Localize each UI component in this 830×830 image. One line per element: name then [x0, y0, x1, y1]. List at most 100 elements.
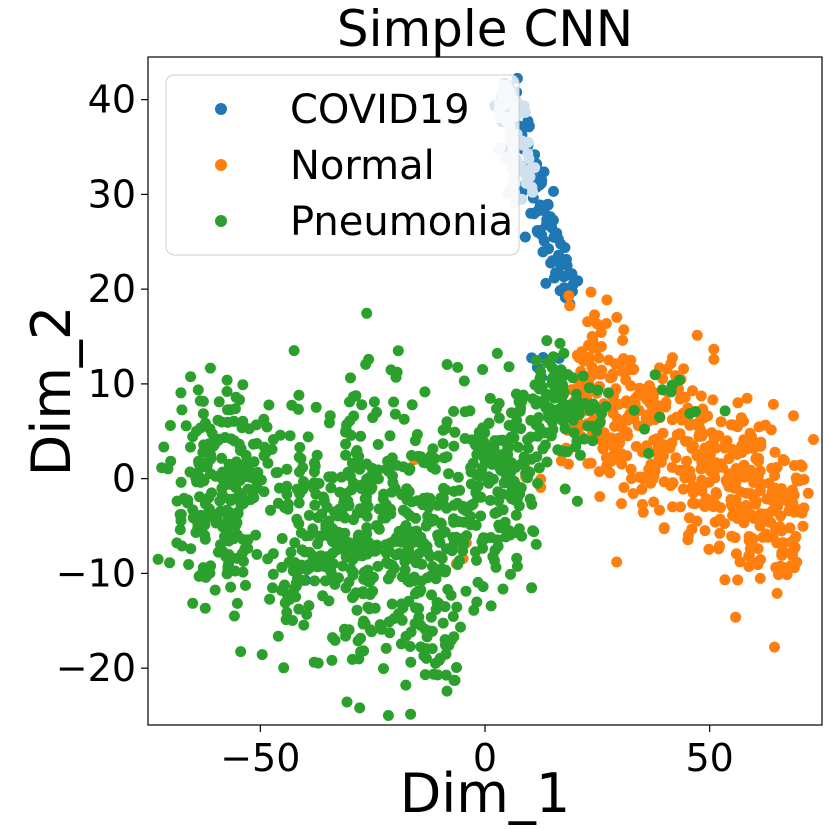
series-pneumonia — [152, 307, 731, 721]
data-point — [283, 556, 295, 568]
data-point — [594, 491, 606, 503]
data-point — [191, 476, 203, 488]
data-point — [216, 452, 228, 464]
data-point — [717, 461, 728, 473]
data-point — [425, 611, 437, 623]
data-point — [732, 397, 744, 409]
data-point — [658, 476, 670, 488]
data-point — [776, 483, 787, 495]
data-point — [333, 505, 345, 517]
data-point — [426, 570, 437, 582]
data-point — [369, 545, 381, 557]
data-point — [597, 442, 609, 454]
data-point — [477, 422, 489, 434]
data-point — [557, 398, 569, 409]
data-point — [165, 455, 177, 467]
data-point — [465, 500, 477, 511]
data-point — [427, 561, 438, 572]
data-point — [534, 224, 546, 236]
data-point — [206, 428, 218, 439]
data-point — [453, 555, 465, 566]
data-point — [258, 486, 270, 498]
data-point — [467, 457, 479, 469]
data-point — [448, 499, 460, 511]
data-point — [637, 506, 649, 518]
data-point — [702, 410, 714, 422]
data-point — [643, 380, 655, 392]
data-point — [240, 579, 251, 591]
data-point — [385, 503, 397, 515]
data-point — [527, 393, 539, 405]
data-point — [528, 208, 540, 220]
data-point — [278, 662, 290, 674]
data-point — [752, 559, 764, 571]
data-point — [591, 318, 603, 330]
data-point — [419, 669, 431, 681]
data-point — [175, 387, 187, 399]
data-point — [677, 483, 689, 495]
data-point — [341, 696, 353, 708]
data-point — [302, 431, 314, 443]
data-point — [228, 461, 240, 472]
data-point — [404, 641, 416, 652]
data-point — [272, 497, 284, 509]
x-tick-label: 0 — [473, 736, 497, 780]
data-point — [183, 559, 195, 570]
data-point — [333, 572, 344, 584]
data-point — [761, 493, 773, 505]
data-point — [547, 255, 558, 267]
data-point — [561, 260, 573, 271]
data-point — [448, 405, 460, 417]
data-point — [289, 537, 301, 549]
data-point — [294, 441, 306, 453]
data-point — [744, 543, 756, 555]
data-point — [742, 502, 754, 514]
data-point — [175, 476, 187, 488]
data-point — [512, 441, 524, 453]
data-point — [694, 428, 705, 440]
data-point — [450, 531, 462, 543]
data-point — [649, 369, 661, 381]
data-point — [570, 388, 582, 400]
data-point — [699, 498, 711, 510]
data-point — [178, 492, 190, 504]
data-point — [808, 434, 819, 445]
data-point — [237, 566, 249, 578]
data-point — [374, 619, 386, 631]
data-point — [713, 543, 725, 555]
data-point — [687, 385, 698, 397]
data-point — [452, 471, 464, 483]
data-point — [338, 497, 350, 508]
data-point — [400, 679, 412, 691]
data-point — [625, 380, 637, 392]
legend-label-covid19: COVID19 — [290, 87, 470, 133]
data-point — [238, 555, 249, 567]
data-point — [327, 536, 339, 548]
data-point — [666, 477, 678, 489]
data-point — [616, 498, 627, 510]
data-point — [645, 477, 657, 489]
data-point — [449, 426, 461, 438]
data-point — [251, 438, 263, 449]
data-point — [355, 430, 367, 442]
data-point — [627, 488, 639, 500]
data-point — [540, 277, 552, 289]
data-point — [516, 135, 528, 147]
data-point — [372, 560, 384, 572]
data-point — [732, 574, 744, 586]
data-point — [440, 669, 452, 681]
data-point — [763, 477, 775, 489]
data-point — [621, 426, 633, 438]
data-point — [187, 431, 199, 443]
data-point — [347, 567, 359, 578]
data-point — [319, 575, 331, 587]
data-point — [613, 398, 625, 410]
data-point — [427, 443, 439, 455]
data-point — [769, 446, 781, 458]
data-point — [654, 504, 665, 516]
data-point — [197, 395, 209, 407]
data-point — [504, 526, 516, 538]
data-point — [185, 543, 197, 555]
data-point — [378, 488, 390, 500]
data-point — [406, 399, 418, 411]
